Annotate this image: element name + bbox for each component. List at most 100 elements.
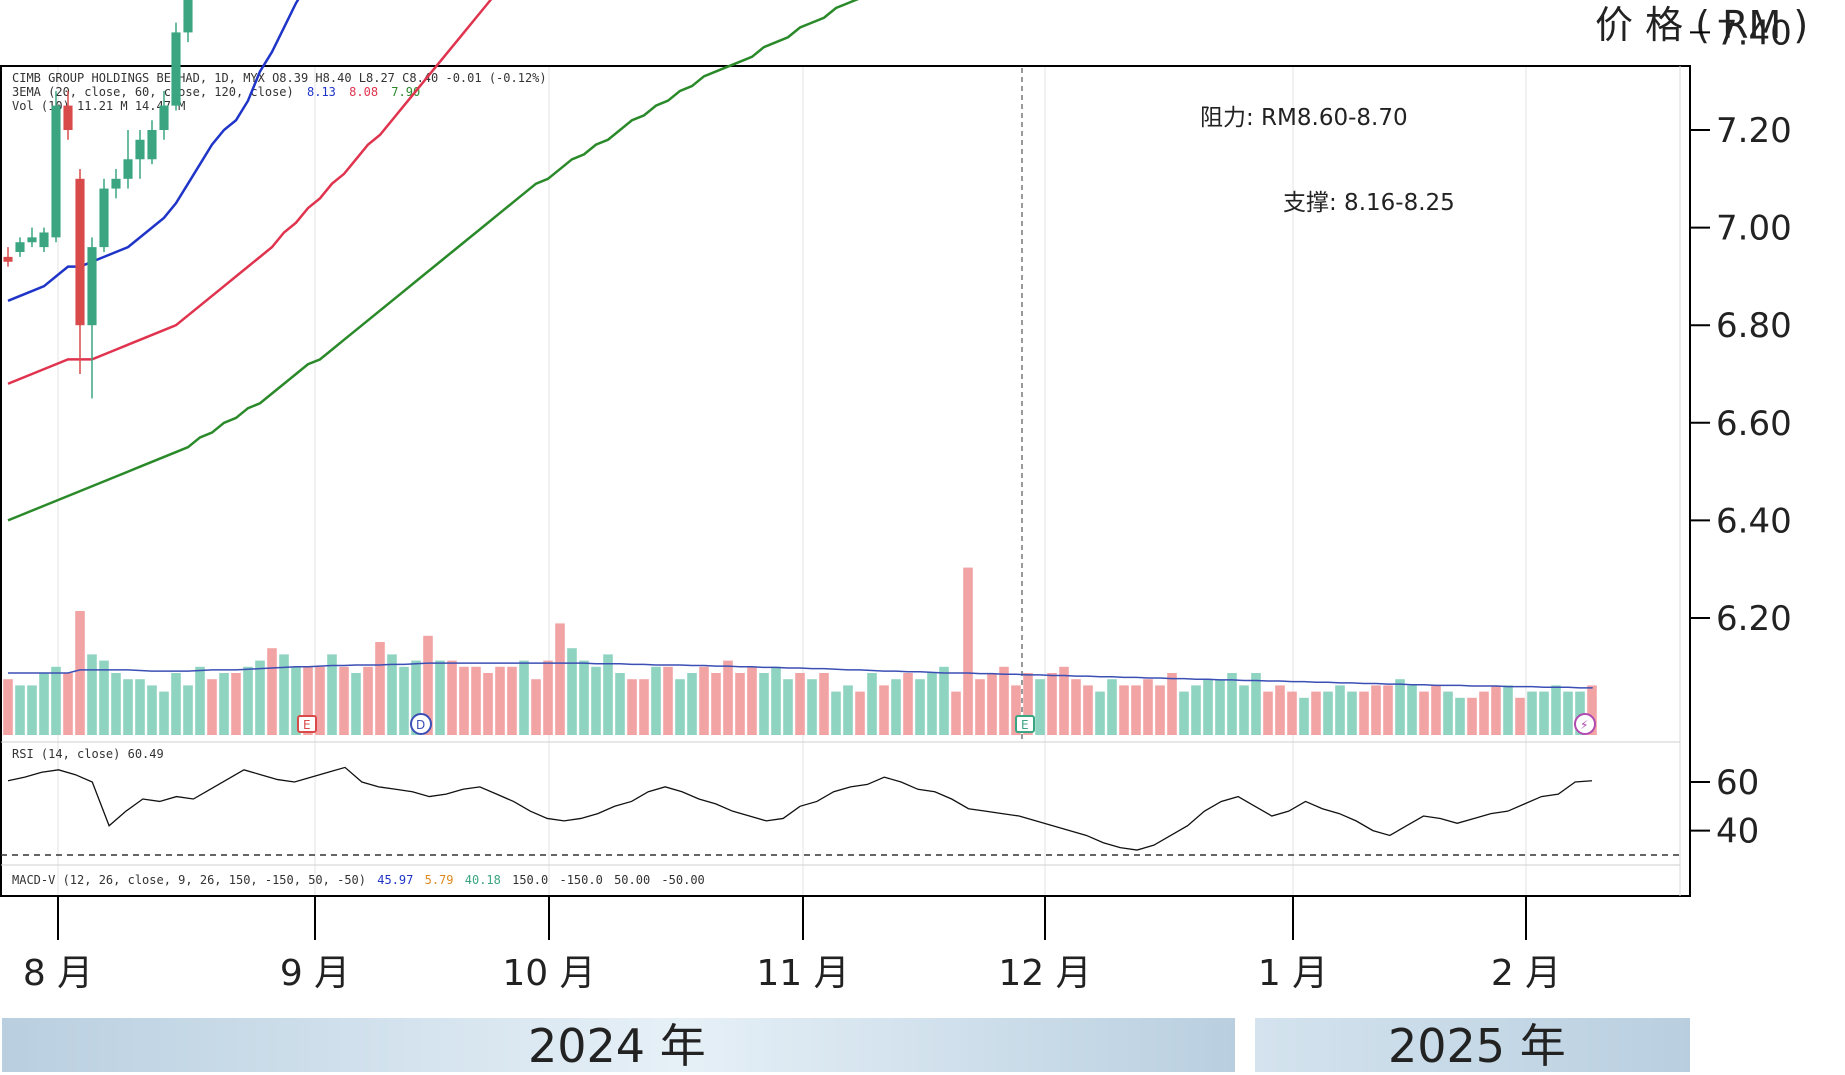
- ema20-value: 8.13: [307, 85, 336, 99]
- candlestick: [147, 120, 157, 165]
- candlestick: [99, 178, 109, 252]
- volume-bar: [543, 660, 553, 735]
- volume-bar: [627, 679, 637, 735]
- volume-bar: [171, 673, 181, 735]
- candlesticks: [3, 0, 193, 399]
- volume-bar: [591, 666, 601, 735]
- volume-bar: [951, 691, 961, 735]
- volume-bar: [1299, 697, 1309, 735]
- volume-bar: [459, 666, 469, 735]
- volume-bar: [1083, 685, 1093, 735]
- volume-bar: [1371, 685, 1381, 735]
- volume-bar: [903, 673, 913, 735]
- macd-value-7: -50.00: [661, 873, 704, 887]
- volume-bar: [1551, 685, 1561, 735]
- volume-bar: [147, 685, 157, 735]
- volume-bar: [111, 673, 121, 735]
- volume-bar: [483, 673, 493, 735]
- volume-bar: [687, 673, 697, 735]
- event-marker-earnings-1[interactable]: E: [297, 715, 317, 733]
- volume-bar: [87, 654, 97, 735]
- volume-bar: [1179, 691, 1189, 735]
- volume-bar: [1359, 691, 1369, 735]
- volume-bar: [303, 666, 313, 735]
- event-marker-dividend[interactable]: D: [410, 713, 432, 735]
- volume-bar: [243, 666, 253, 735]
- volume-bar: [975, 679, 985, 735]
- price-tick-label: 6.60: [1716, 404, 1792, 444]
- volume-bar: [831, 691, 841, 735]
- volume-bar: [1575, 691, 1585, 735]
- volume-bar: [1023, 673, 1033, 735]
- resistance-label: 阻力: RM8.60-8.70: [1200, 105, 1408, 131]
- volume-bar: [723, 660, 733, 735]
- volume-bar: [1263, 691, 1273, 735]
- candlestick: [171, 22, 181, 111]
- price-tick-label: 6.40: [1716, 501, 1792, 541]
- volume-bar: [927, 673, 937, 735]
- volume-bar: [699, 666, 709, 735]
- price-axis: 8.608.408.208.007.807.607.407.207.006.80…: [1690, 13, 1792, 639]
- candlestick: [27, 227, 37, 248]
- year-band-2025: [1255, 1018, 1690, 1072]
- rsi-tick-label: 40: [1716, 812, 1759, 852]
- price-tick-label: 6.20: [1716, 599, 1792, 639]
- macd-value-6: 50.00: [614, 873, 650, 887]
- volume-bar: [1479, 691, 1489, 735]
- svg-text:D: D: [416, 718, 425, 732]
- candlestick: [51, 90, 61, 243]
- volume-bar: [579, 660, 589, 735]
- volume-bar: [1107, 679, 1117, 735]
- volume-bar: [219, 673, 229, 735]
- volume-bar: [1071, 679, 1081, 735]
- volume-bar: [315, 666, 325, 735]
- volume-bar: [675, 679, 685, 735]
- chart-header-line1: CIMB GROUP HOLDINGS BERHAD, 1D, MYX O8.3…: [12, 71, 547, 85]
- volume-bar: [939, 666, 949, 735]
- volume-bar: [615, 673, 625, 735]
- ema-lines: [7, 0, 859, 522]
- volume-bar: [1059, 666, 1069, 735]
- volume-bar: [771, 666, 781, 735]
- year-label-2024: 2024 年: [528, 1019, 706, 1073]
- chart-header-line3: Vol (10) 11.21 M 14.47 M: [12, 99, 185, 113]
- volume-bar: [783, 679, 793, 735]
- ema60-line: [7, 0, 493, 385]
- volume-bar: [135, 679, 145, 735]
- volume-bar: [555, 623, 565, 735]
- volume-bar: [231, 673, 241, 735]
- svg-text:E: E: [303, 718, 311, 732]
- volume-bars: [3, 567, 1597, 735]
- macd-value-3: 40.18: [465, 873, 501, 887]
- volume-bar: [1323, 691, 1333, 735]
- volume-bar: [1311, 691, 1321, 735]
- volume-bar: [1491, 685, 1501, 735]
- macd-header-prefix: MACD-V (12, 26, close, 9, 26, 150, -150,…: [12, 873, 366, 887]
- volume-bar: [1335, 685, 1345, 735]
- event-marker-flash[interactable]: ⚡: [1574, 713, 1596, 735]
- month-axis: 8 月 9 月 10 月 11 月 12 月 1 月 2 月: [23, 897, 1561, 994]
- volume-bar: [1455, 697, 1465, 735]
- volume-bar: [411, 660, 421, 735]
- volume-bar: [759, 673, 769, 735]
- candlestick: [159, 90, 169, 140]
- svg-text:⚡: ⚡: [1580, 718, 1588, 732]
- volume-bar: [423, 635, 433, 735]
- volume-bar: [891, 679, 901, 735]
- volume-bar: [1527, 691, 1537, 735]
- volume-bar: [819, 673, 829, 735]
- volume-ma-line: [8, 662, 1593, 689]
- volume-bar: [1191, 685, 1201, 735]
- volume-bar: [339, 666, 349, 735]
- price-tick-label: 7.20: [1716, 111, 1792, 151]
- volume-bar: [267, 648, 277, 735]
- volume-bar: [1095, 691, 1105, 735]
- volume-bar: [1011, 685, 1021, 735]
- volume-bar: [531, 679, 541, 735]
- ema120-line: [7, 0, 859, 522]
- support-label: 支撑: 8.16-8.25: [1283, 190, 1455, 216]
- event-marker-earnings-2[interactable]: E: [1015, 715, 1035, 733]
- macd-value-4: 150.0: [512, 873, 548, 887]
- month-tick-label: 1 月: [1258, 953, 1328, 994]
- year-band-2024: [2, 1018, 1235, 1072]
